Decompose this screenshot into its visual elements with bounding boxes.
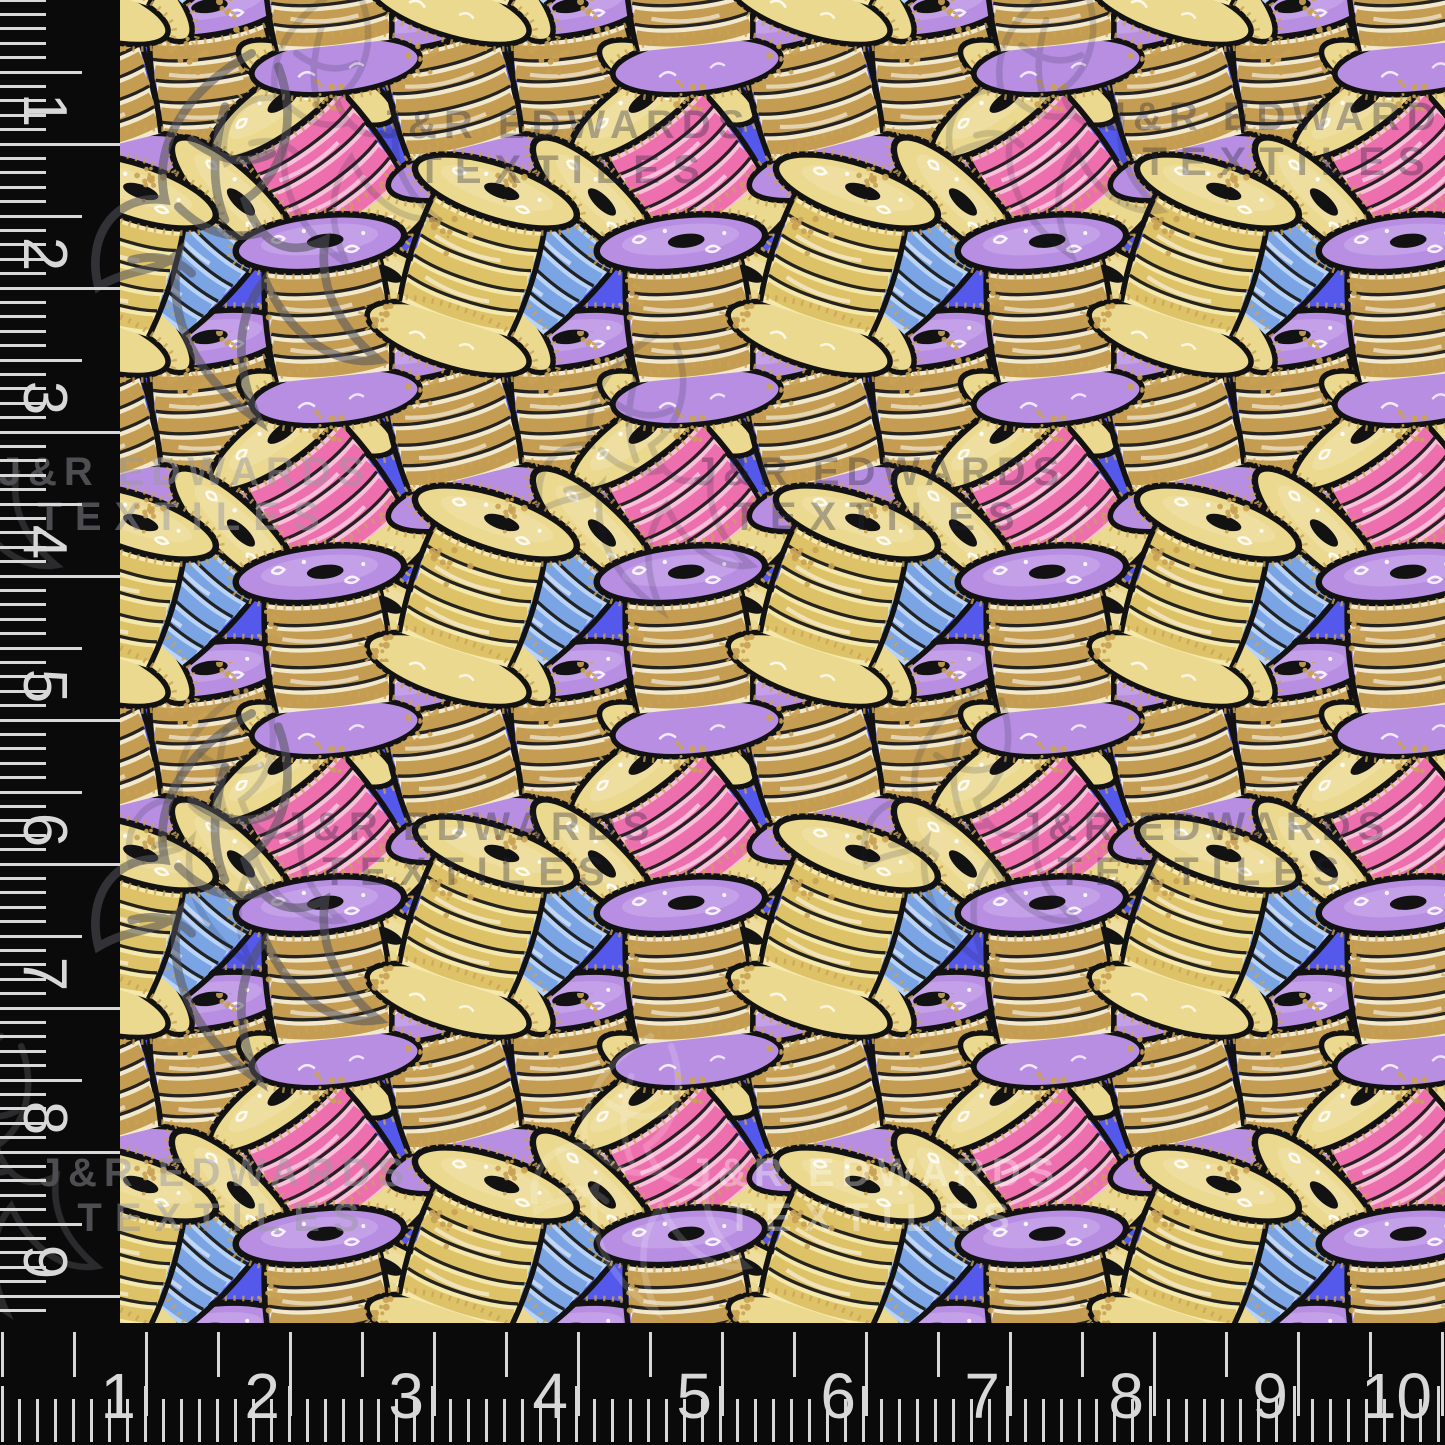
fabric-swatch (120, 0, 1445, 1323)
thread-spool-pattern (120, 0, 1445, 1323)
bottom-ruler (0, 1323, 1445, 1445)
left-ruler (0, 0, 120, 1445)
